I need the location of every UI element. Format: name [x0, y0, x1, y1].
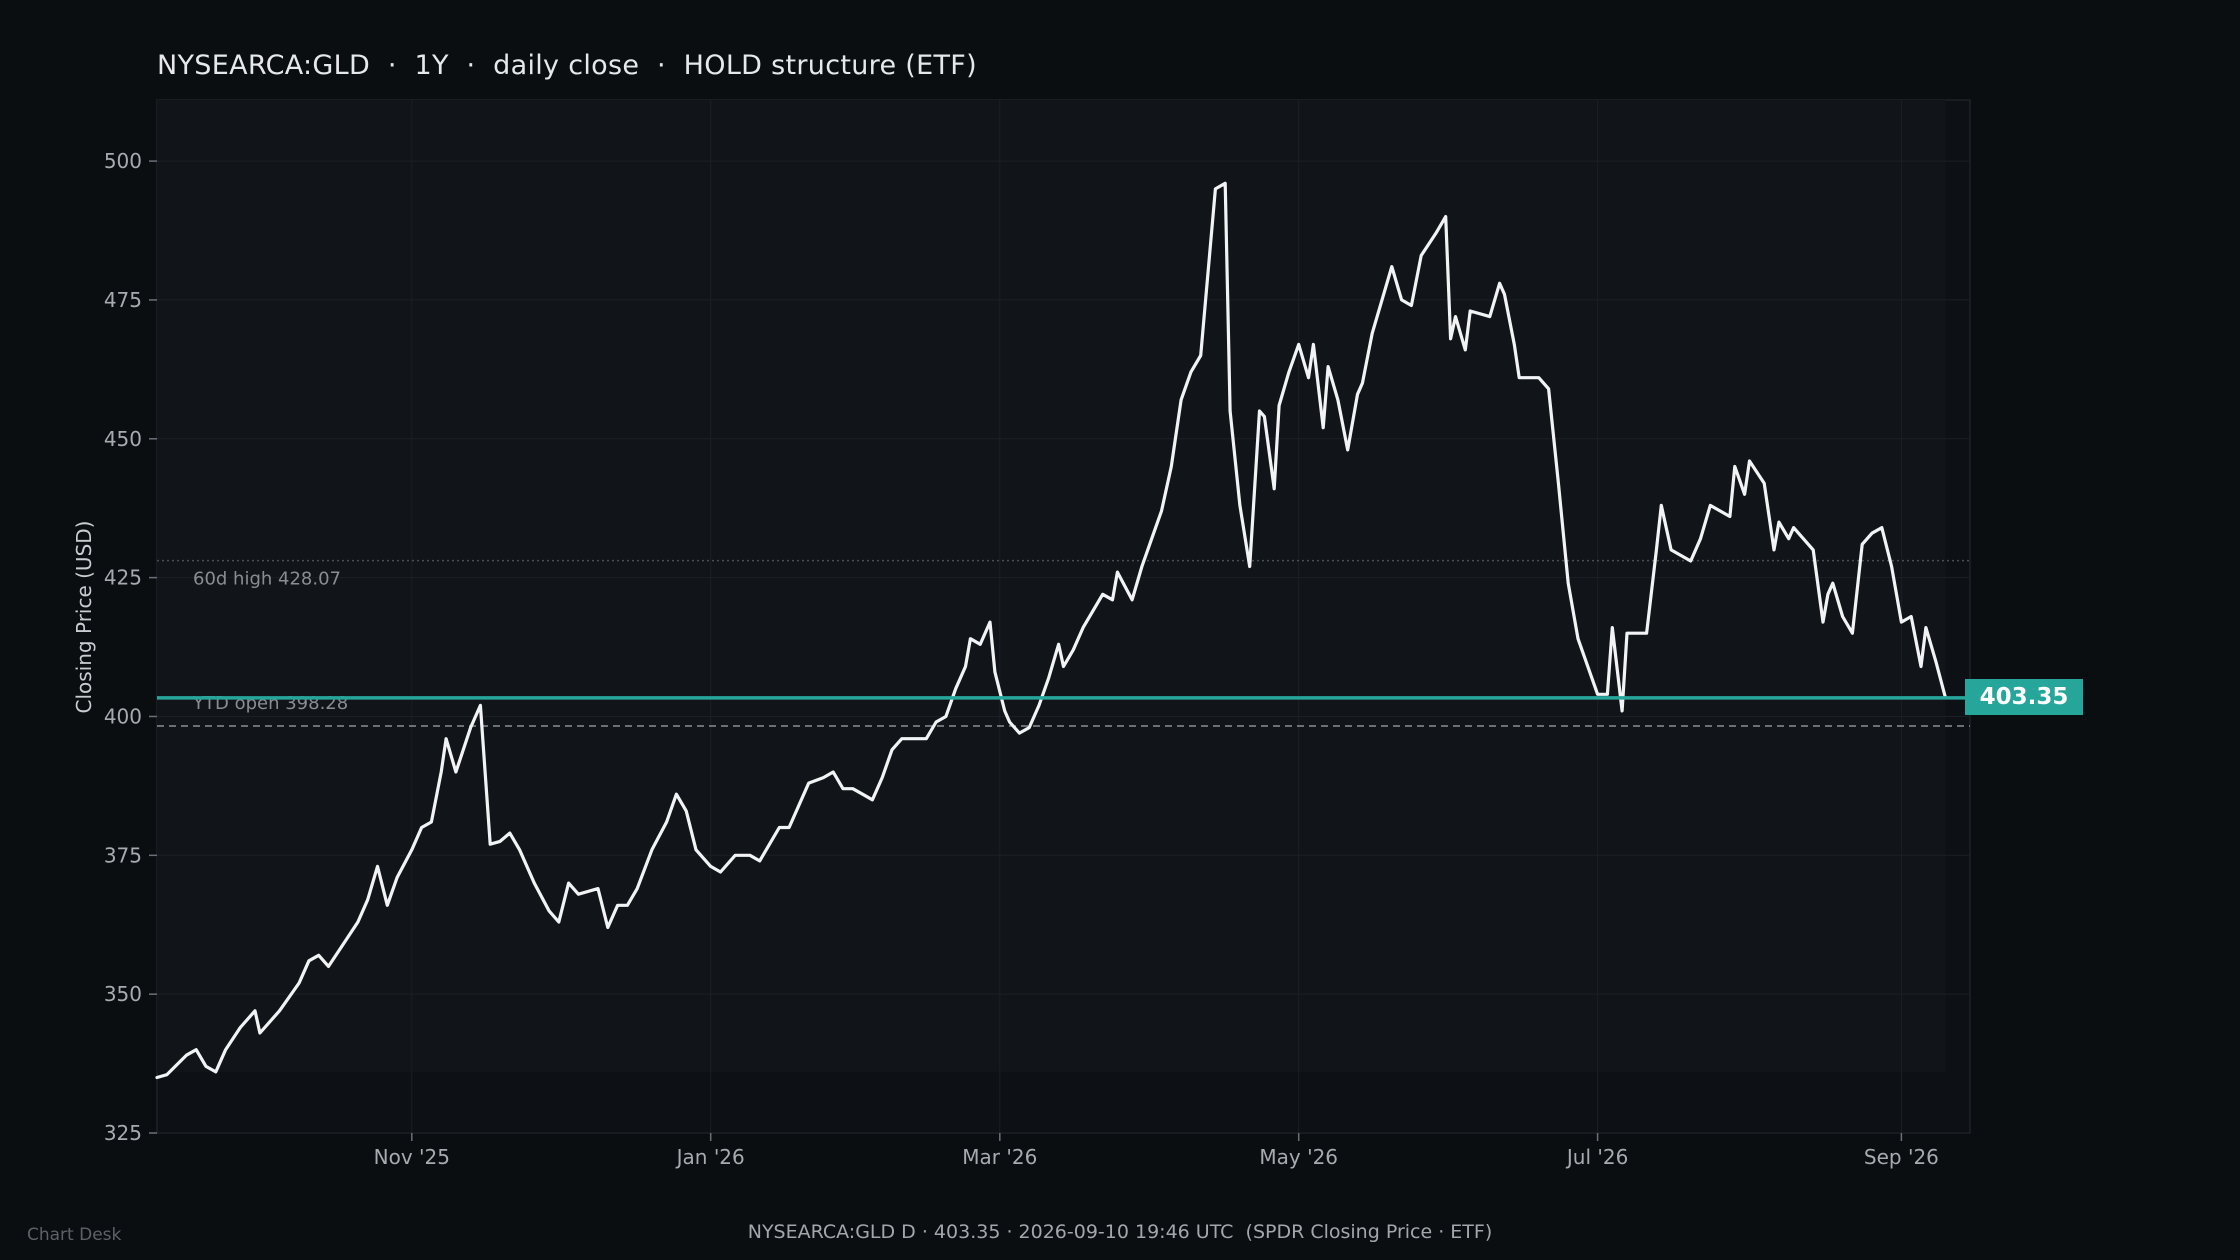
x-tick-label: Jul '26	[1565, 1145, 1628, 1169]
last-price-badge: 403.35	[1965, 679, 2083, 715]
y-tick-label: 450	[104, 427, 142, 451]
y-axis-label: Closing Price (USD)	[72, 520, 96, 714]
x-tick-label: Sep '26	[1864, 1145, 1939, 1169]
y-tick-label: 475	[104, 288, 142, 312]
reference-label: 60d high 428.07	[193, 569, 341, 590]
y-tick-label: 375	[104, 843, 142, 867]
y-tick-label: 400	[104, 704, 142, 728]
x-tick-label: May '26	[1259, 1145, 1338, 1169]
brand-watermark: Chart Desk	[27, 1225, 122, 1245]
x-tick-label: Mar '26	[962, 1145, 1037, 1169]
series-layer	[155, 181, 1970, 1080]
y-tick-label: 500	[104, 149, 142, 173]
price-line	[155, 181, 1948, 1080]
axes: 325 350 375 400 425 450 475 500 Nov '25 Jan '26 Ma…	[104, 149, 1939, 1169]
x-tick-label: Nov '25	[374, 1145, 450, 1169]
chart-title: NYSEARCA:GLD · 1Y · daily close · HOLD s…	[157, 50, 977, 81]
x-tick-label: Jan '26	[675, 1145, 745, 1169]
y-tick-label: 325	[104, 1121, 142, 1145]
plot-fill	[157, 100, 1946, 1072]
grid-lines	[157, 100, 1970, 1134]
status-footer: NYSEARCA:GLD D · 403.35 · 2026-09-10 19:…	[747, 1221, 1493, 1243]
y-tick-label: 425	[104, 566, 142, 590]
y-tick-label: 350	[104, 982, 142, 1006]
